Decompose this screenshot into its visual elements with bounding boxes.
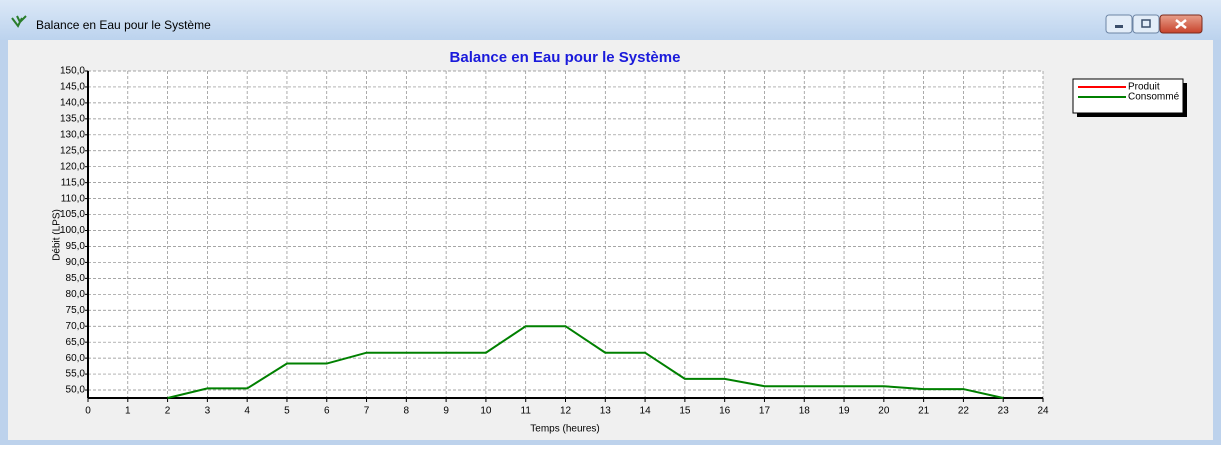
line-series <box>167 325 1004 399</box>
y-tick-label: 145,0 <box>60 82 85 93</box>
y-tick-label: 90,0 <box>66 257 86 268</box>
x-tick-label: 6 <box>324 406 330 417</box>
y-tick-label: 140,0 <box>60 98 85 109</box>
x-tick-label: 14 <box>640 406 652 417</box>
y-tick-label: 95,0 <box>66 241 86 252</box>
x-tick-label: 12 <box>560 406 572 417</box>
y-tick-label: 115,0 <box>61 177 86 188</box>
y-tick-label: 130,0 <box>60 129 85 140</box>
y-tick-label: 65,0 <box>66 337 86 348</box>
x-tick-label: 8 <box>404 406 410 417</box>
x-tick-label: 9 <box>443 406 449 417</box>
y-tick-label: 110,0 <box>61 193 86 204</box>
x-tick-label: 23 <box>998 406 1010 417</box>
x-tick-label: 21 <box>918 406 930 417</box>
y-tick-label: 120,0 <box>60 161 85 172</box>
y-tick-label: 105,0 <box>60 209 85 220</box>
x-tick-label: 11 <box>521 406 532 417</box>
chart-title: Balance en Eau pour le Système <box>450 49 681 66</box>
x-tick-label: 1 <box>125 406 131 417</box>
x-tick-label: 2 <box>165 406 171 417</box>
y-tick-label: 50,0 <box>66 385 86 396</box>
x-tick-label: 3 <box>205 406 211 417</box>
legend-label: Consommé <box>1128 92 1180 103</box>
maximize-icon <box>1141 19 1151 28</box>
x-tick-label: 24 <box>1037 406 1049 417</box>
x-tick-label: 20 <box>878 406 890 417</box>
y-axis-label: Débit (LPS) <box>52 209 63 261</box>
y-tick-label: 85,0 <box>66 273 86 284</box>
x-axis-label: Temps (heures) <box>530 424 599 435</box>
x-tick-label: 0 <box>85 406 91 417</box>
close-icon <box>1175 19 1187 29</box>
y-tick-label: 60,0 <box>66 353 86 364</box>
x-tick-label: 5 <box>284 406 290 417</box>
y-tick-label: 135,0 <box>60 113 85 124</box>
y-tick-label: 125,0 <box>60 145 85 156</box>
y-tick-label: 75,0 <box>66 305 86 316</box>
x-tick-label: 18 <box>799 406 811 417</box>
y-tick-label: 100,0 <box>60 225 85 236</box>
window-title: Balance en Eau pour le Système <box>36 18 211 32</box>
maximize-button[interactable] <box>1132 14 1160 34</box>
title-bar <box>0 0 1221 40</box>
minimize-icon <box>1115 25 1123 28</box>
x-tick-label: 4 <box>244 406 250 417</box>
legend-label: Produit <box>1128 82 1160 93</box>
y-tick-label: 150,0 <box>60 66 85 77</box>
app-icon <box>11 15 27 28</box>
minimize-button[interactable] <box>1105 14 1133 34</box>
x-tick-label: 19 <box>838 406 850 417</box>
x-tick-label: 13 <box>600 406 612 417</box>
x-tick-label: 17 <box>759 406 771 417</box>
x-tick-label: 7 <box>364 406 370 417</box>
y-tick-label: 80,0 <box>66 289 86 300</box>
y-tick-label: 55,0 <box>66 369 86 380</box>
x-tick-label: 16 <box>719 406 731 417</box>
x-tick-label: 22 <box>958 406 970 417</box>
y-tick-label: 70,0 <box>66 321 86 332</box>
x-tick-label: 15 <box>679 406 691 417</box>
x-tick-label: 10 <box>480 406 492 417</box>
